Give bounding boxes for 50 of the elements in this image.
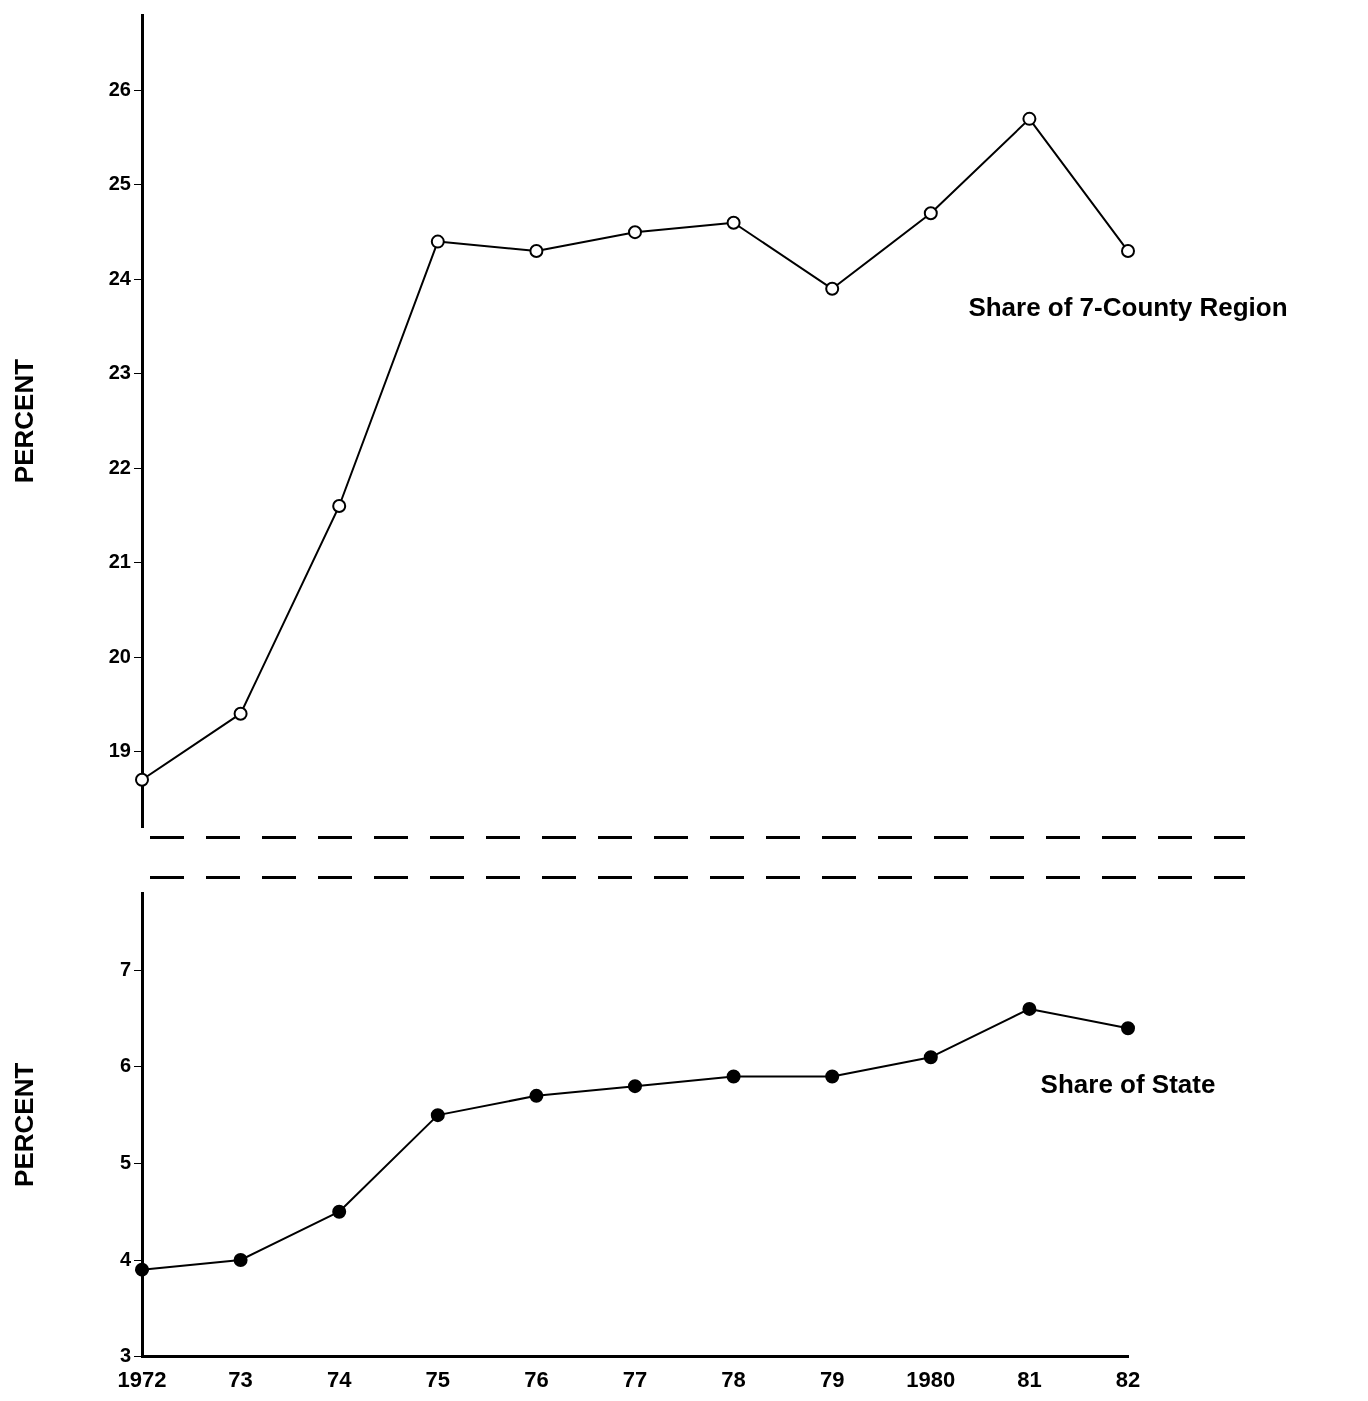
point — [332, 498, 347, 513]
x-tick-label: 73 — [228, 1366, 253, 1392]
y-tick-label: 6 — [119, 1054, 131, 1077]
y-tick-label: 23 — [108, 361, 131, 384]
y-tick-label: 22 — [108, 455, 131, 478]
y-tick-label: 19 — [108, 738, 131, 761]
x-tick-label: 79 — [819, 1366, 845, 1392]
point — [923, 206, 938, 221]
x-tick-label: 76 — [524, 1366, 549, 1392]
x-tick-label: 82 — [1115, 1366, 1141, 1392]
point — [923, 1050, 938, 1065]
y-tick-label: 7 — [119, 957, 131, 980]
x-tick-label: 77 — [622, 1366, 648, 1392]
point — [233, 1253, 248, 1268]
y-tick-label: 26 — [108, 78, 131, 101]
point — [825, 281, 840, 296]
y-tick-label: 25 — [108, 172, 131, 195]
point — [1121, 1021, 1135, 1036]
point — [1022, 1001, 1037, 1016]
x-tick-label: 1980 — [906, 1366, 956, 1392]
point — [332, 1204, 347, 1219]
point — [628, 225, 642, 240]
y-tick-label: 20 — [108, 644, 131, 667]
y-axis-title: PERCENT — [8, 1062, 39, 1187]
point — [233, 706, 248, 721]
series-label: Share of State — [1040, 1069, 1216, 1100]
series-label: Share of 7-County Region — [968, 292, 1288, 323]
point — [529, 244, 544, 259]
y-axis-title: PERCENT — [8, 358, 39, 484]
point — [1022, 111, 1037, 126]
point — [529, 1088, 544, 1103]
y-tick-label: 5 — [119, 1150, 131, 1173]
x-tick-label: 78 — [721, 1366, 746, 1392]
point — [135, 772, 149, 787]
point — [726, 215, 741, 230]
point — [1121, 244, 1135, 259]
x-tick-label: 74 — [326, 1366, 353, 1392]
y-tick-label: 21 — [108, 550, 131, 573]
y-tick-label: 3 — [119, 1344, 131, 1367]
point — [825, 1069, 840, 1084]
x-tick-label: 81 — [1017, 1366, 1042, 1392]
point — [628, 1079, 642, 1094]
y-tick-label: 24 — [108, 266, 132, 289]
x-tick-label: 1972 — [117, 1366, 167, 1392]
point — [135, 1262, 149, 1277]
x-tick-label: 75 — [425, 1366, 451, 1392]
point — [430, 1108, 445, 1123]
point — [430, 234, 445, 249]
point — [726, 1069, 741, 1084]
y-tick-label: 4 — [119, 1247, 132, 1270]
